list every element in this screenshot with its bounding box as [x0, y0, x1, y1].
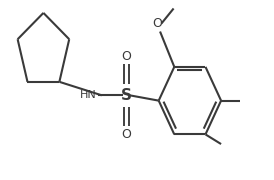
Text: HN: HN — [79, 90, 96, 100]
Text: S: S — [121, 88, 132, 103]
Text: O: O — [152, 17, 162, 30]
Text: O: O — [121, 128, 131, 141]
Text: O: O — [121, 50, 131, 63]
